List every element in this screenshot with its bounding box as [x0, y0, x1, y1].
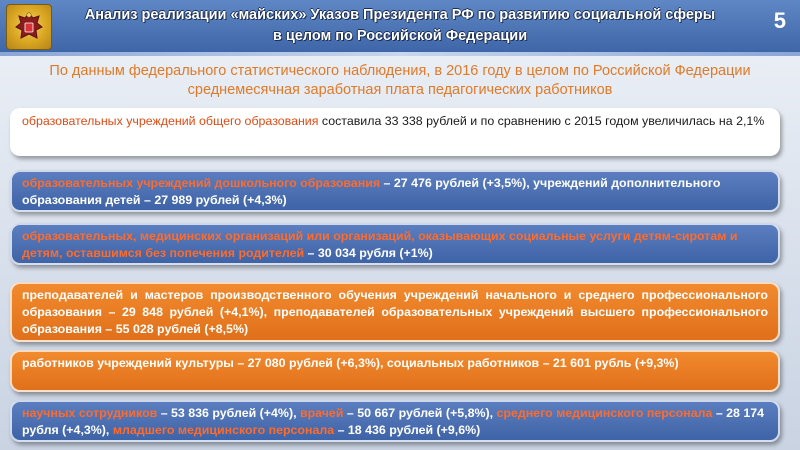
- item-highlight: младшего медицинского персонала: [112, 423, 335, 437]
- item-highlight: научных сотрудников: [22, 406, 158, 420]
- header-bar: Анализ реализации «майских» Указов Прези…: [0, 0, 800, 52]
- item-text: – 28 174 рубля (+4,3%),: [22, 406, 765, 437]
- item-text: – 50 667 рублей (+5,8%),: [343, 406, 497, 420]
- item-highlight: образовательных учреждений общего образо…: [22, 114, 319, 128]
- item-text: – 18 436 рублей (+9,6%): [334, 423, 481, 437]
- item-text: – 53 836 рублей (+4%),: [157, 406, 300, 420]
- item-text: составила 33 338 рублей и по сравнению с…: [318, 114, 765, 128]
- item-highlight: образовательных учреждений дошкольного о…: [22, 176, 381, 190]
- item-text: – 55 028 рублей (+8,5%): [101, 322, 249, 336]
- intro-text: По данным федерального статистического н…: [49, 63, 751, 98]
- title-line-1: Анализ реализации «майских» Указов Прези…: [84, 7, 716, 23]
- header-divider: [0, 52, 800, 56]
- item-science-medicine: научных сотрудников – 53 836 рублей (+4%…: [10, 400, 780, 442]
- item-text: – 21 601 рубль (+9,3%): [539, 356, 679, 370]
- item-text: – 30 034 рубля (+1%): [304, 246, 433, 260]
- coat-of-arms-icon: [6, 4, 52, 50]
- item-culture-social: работников учреждений культуры – 27 080 …: [10, 350, 780, 392]
- item-highlight: образовательных, медицинских организаций…: [22, 229, 738, 260]
- item-text: – 27 080 рублей (+6,3%),: [233, 356, 387, 370]
- page-title: Анализ реализации «майских» Указов Прези…: [60, 5, 740, 47]
- slide-number: 5: [773, 8, 786, 33]
- item-highlight: среднего медицинского персонала: [496, 406, 713, 420]
- item-preschool-education: образовательных учреждений дошкольного о…: [10, 170, 780, 212]
- item-highlight: преподавателей и мастеров производственн…: [22, 288, 768, 319]
- item-highlight: социальных работников: [386, 356, 540, 370]
- item-highlight: работников учреждений культуры: [22, 356, 234, 370]
- item-highlight: врачей: [299, 406, 344, 420]
- item-text: – 29 848 рублей (+4,1%),: [101, 305, 274, 319]
- item-highlight: преподавателей образовательных учреждени…: [22, 305, 769, 336]
- item-vocational-higher-education: преподавателей и мастеров производственн…: [10, 282, 780, 342]
- title-line-2: в целом по Российской Федерации: [272, 28, 528, 44]
- item-text: – 27 476 рублей (+3,5%), учреждений допо…: [22, 176, 721, 207]
- item-orphan-services: образовательных, медицинских организаций…: [10, 223, 780, 265]
- item-general-education: образовательных учреждений общего образо…: [10, 108, 780, 156]
